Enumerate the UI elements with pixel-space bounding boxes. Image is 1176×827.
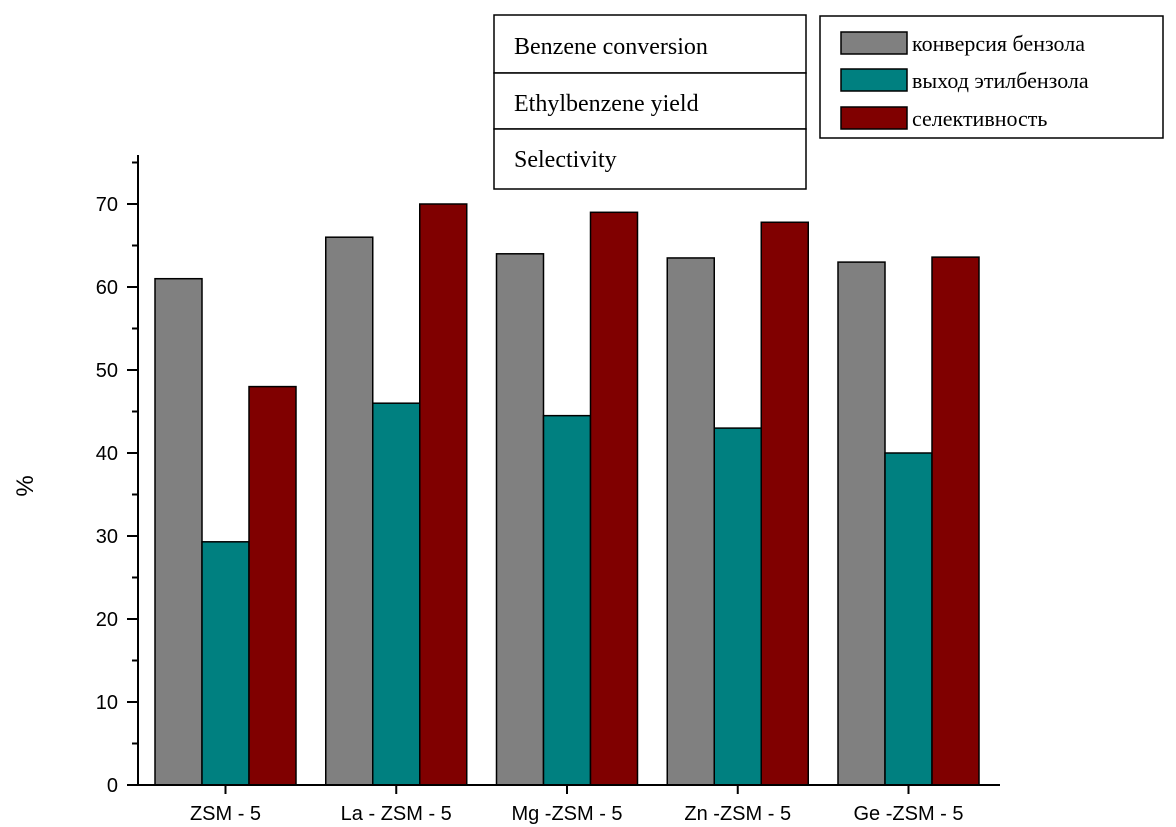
- bar-conversion-4: [837, 261, 886, 786]
- bar-yield-3: [713, 427, 762, 786]
- x-category-label-0: ZSM - 5: [190, 803, 261, 825]
- legend-swatch-yield: [840, 68, 908, 92]
- english-label-box-2: [493, 72, 807, 130]
- english-label-selectivity: Selectivity: [514, 147, 617, 173]
- y-ticks-group: 0 10 20 30 40 50 60 70: [96, 161, 138, 797]
- legend-swatch-conversion: [840, 31, 908, 55]
- bar-conversion-0: [154, 277, 203, 786]
- bars-group: [154, 203, 980, 786]
- english-label-conversion: Benzene conversion: [514, 34, 708, 60]
- bar-selectivity-0: [248, 385, 297, 786]
- legend-label-conversion: конверсия бензола: [912, 31, 1085, 56]
- y-tick-label-20: 20: [96, 609, 118, 631]
- x-ticks-group: ZSM - 5 La - ZSM - 5 Mg -ZSM - 5 Zn -ZSM - …: [190, 785, 964, 825]
- bar-yield-0: [201, 541, 250, 786]
- bar-yield-4: [884, 452, 933, 786]
- y-tick-label-30: 30: [96, 526, 118, 548]
- x-category-label-2: Mg -ZSM - 5: [511, 803, 622, 825]
- legend-swatch-selectivity: [840, 106, 908, 130]
- english-label-box-3: [493, 128, 807, 190]
- legend: конверсия бензола выход этилбензола селе…: [819, 15, 1164, 139]
- english-label-box-1: [493, 14, 807, 74]
- english-label-yield: Ethylbenzene yield: [514, 91, 699, 117]
- x-category-label-1: La - ZSM - 5: [341, 803, 452, 825]
- legend-label-selectivity: селективность: [912, 106, 1047, 131]
- english-labels-box: Benzene conversion Ethylbenzene yield Se…: [493, 14, 807, 190]
- bar-selectivity-2: [589, 211, 639, 786]
- y-tick-label-0: 0: [107, 775, 118, 797]
- y-axis-label: %: [12, 475, 39, 496]
- bar-selectivity-4: [931, 256, 980, 786]
- y-tick-label-50: 50: [96, 360, 118, 382]
- bar-conversion-2: [495, 253, 545, 786]
- legend-label-yield: выход этилбензола: [912, 68, 1089, 93]
- axes-group: [137, 155, 1000, 786]
- y-tick-label-40: 40: [96, 443, 118, 465]
- y-tick-label-60: 60: [96, 277, 118, 299]
- x-category-label-3: Zn -ZSM - 5: [684, 803, 791, 825]
- bar-yield-1: [372, 402, 421, 786]
- bar-yield-2: [542, 414, 592, 786]
- x-category-label-4: Ge -ZSM - 5: [853, 803, 963, 825]
- y-tick-label-70: 70: [96, 194, 118, 216]
- bar-selectivity-3: [760, 221, 809, 786]
- bar-conversion-3: [666, 257, 715, 786]
- bar-selectivity-1: [419, 203, 468, 786]
- y-tick-label-10: 10: [96, 692, 118, 714]
- bar-conversion-1: [325, 236, 374, 786]
